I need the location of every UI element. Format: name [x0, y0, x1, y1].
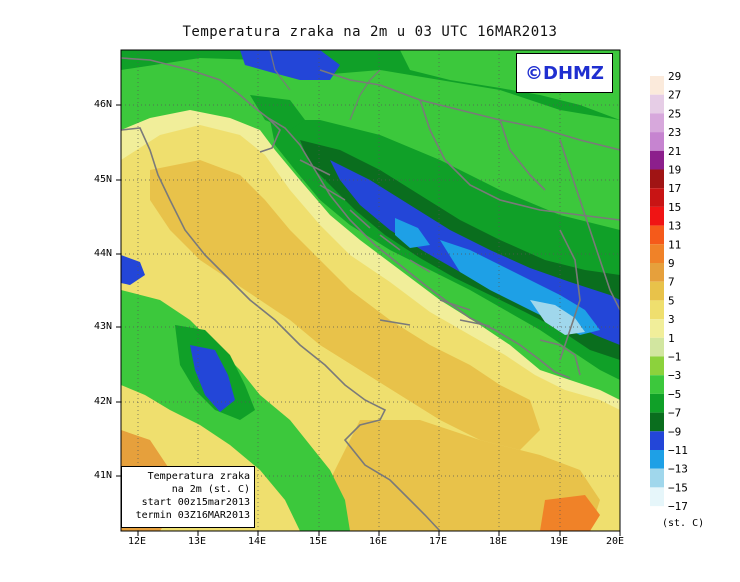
legend-swatch: [650, 487, 664, 507]
lon-label-18: 18E: [489, 536, 508, 547]
legend-swatch: [650, 450, 664, 469]
lat-label-45: 45N: [94, 174, 113, 185]
legend-label: 9: [668, 257, 675, 270]
legend-swatch: [650, 94, 664, 114]
coastline: [121, 57, 620, 531]
legend-label: 7: [668, 276, 675, 289]
legend-swatch: [650, 150, 664, 170]
legend-swatch: [650, 244, 664, 263]
legend-swatch: [650, 412, 664, 432]
map-title: Temperatura zraka na 2m u 03 UTC 16MAR20…: [182, 24, 558, 40]
legend-label: 17: [668, 182, 681, 195]
lon-label-19: 19E: [550, 536, 569, 547]
lon-label-20: 20E: [606, 536, 625, 547]
lon-label-15: 15E: [309, 536, 328, 547]
lat-label-42: 42N: [94, 396, 113, 407]
legend-label: 1: [668, 332, 675, 345]
color-legend: 29 27 25 23 21 19 17 15 13 11 9 7 5 3 1 −1 −3 −5 −7 −9 −11 −1…: [650, 70, 688, 513]
legend-label: 15: [668, 201, 681, 214]
legend-label: 23: [668, 126, 681, 139]
info-line-termin: termin 03Z16MAR2013: [135, 510, 250, 521]
legend-label: −3: [668, 369, 681, 382]
lon-label-13: 13E: [188, 536, 207, 547]
legend-swatch: [650, 132, 664, 151]
lon-label-12: 12E: [128, 536, 147, 547]
legend-label: 21: [668, 145, 681, 158]
legend-label: 11: [668, 238, 681, 251]
legend-label: 25: [668, 107, 681, 120]
legend-swatch: [650, 375, 664, 394]
legend-swatch: [650, 281, 664, 301]
legend-label: −17: [668, 500, 688, 513]
legend-label: −11: [668, 444, 688, 457]
legend-swatch: [650, 76, 664, 95]
lon-label-17: 17E: [429, 536, 448, 547]
legend-label: −5: [668, 388, 681, 401]
legend-units: (st. C): [662, 518, 705, 529]
legend-label: −7: [668, 407, 681, 420]
lat-label-43: 43N: [94, 321, 113, 332]
legend-swatch: [650, 300, 664, 320]
legend-swatch: [650, 225, 664, 245]
lon-label-16: 16E: [369, 536, 388, 547]
lat-label-41: 41N: [94, 470, 113, 481]
legend-label: 13: [668, 220, 681, 233]
legend-swatch: [650, 169, 664, 189]
legend-swatch: [650, 356, 664, 376]
lon-label-14: 14E: [248, 536, 267, 547]
legend-swatch: [650, 431, 664, 450]
legend-swatch: [650, 468, 664, 488]
legend-label: 19: [668, 164, 681, 177]
legend-label: −13: [668, 463, 688, 476]
legend-label: −1: [668, 351, 681, 364]
info-line-units: na 2m (st. C): [171, 484, 250, 495]
legend-swatch: [650, 206, 664, 226]
legend-label: 27: [668, 89, 681, 102]
legend-swatch: [650, 337, 664, 357]
legend-swatch: [650, 393, 664, 413]
legend-swatch: [650, 113, 664, 133]
legend-swatch: [650, 188, 664, 207]
info-line-title: Temperatura zraka: [147, 471, 250, 482]
legend-label: 3: [668, 313, 675, 326]
map-field: [121, 50, 620, 531]
legend-label: −15: [668, 481, 688, 494]
info-line-start: start 00z15mar2013: [141, 497, 250, 508]
legend-label: 5: [668, 294, 675, 307]
lat-label-46: 46N: [94, 99, 113, 110]
legend-label: −9: [668, 425, 681, 438]
legend-swatch: [650, 263, 664, 282]
lat-label-44: 44N: [94, 248, 113, 259]
dhmz-logo: ©DHMZ: [516, 53, 613, 93]
info-box: Temperatura zraka na 2m (st. C) start 00…: [121, 466, 255, 528]
legend-label: 29: [668, 70, 681, 83]
legend-swatch: [650, 319, 664, 338]
